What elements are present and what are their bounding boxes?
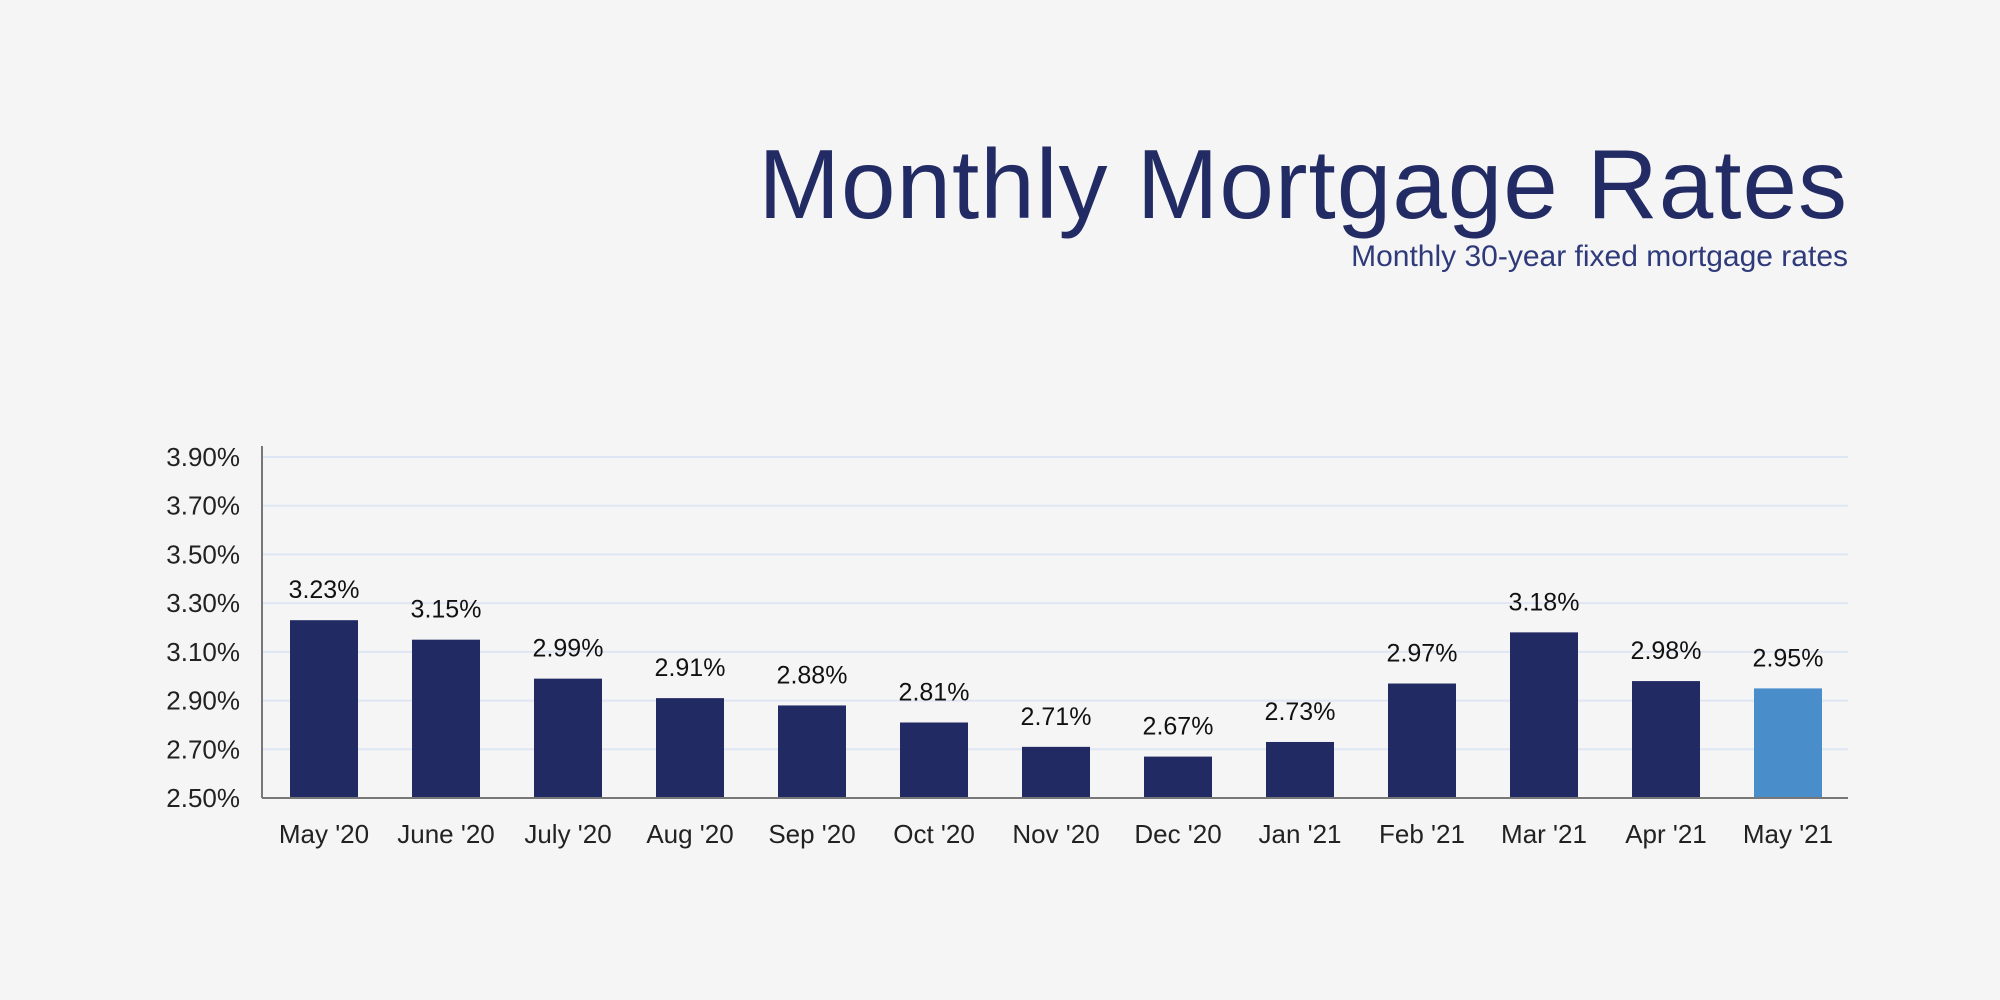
y-tick-label: 3.30% xyxy=(166,588,240,618)
bar xyxy=(1754,688,1822,798)
y-tick-label: 3.90% xyxy=(166,442,240,472)
y-tick-label: 3.50% xyxy=(166,539,240,569)
x-tick-label: May '21 xyxy=(1743,819,1833,849)
y-tick-label: 3.10% xyxy=(166,637,240,667)
bar xyxy=(1510,632,1578,798)
data-label: 2.81% xyxy=(899,678,970,706)
x-tick-label: Nov '20 xyxy=(1012,819,1099,849)
chart-title: Monthly Mortgage Rates xyxy=(758,129,1848,239)
data-label: 3.18% xyxy=(1509,588,1580,616)
data-label: 2.97% xyxy=(1387,640,1458,668)
x-tick-label: Aug '20 xyxy=(646,819,733,849)
chart-subtitle: Monthly 30-year fixed mortgage rates xyxy=(1351,240,1848,273)
bar xyxy=(778,705,846,798)
x-tick-label: Dec '20 xyxy=(1134,819,1221,849)
bar xyxy=(900,722,968,798)
bar xyxy=(1388,683,1456,798)
data-label: 2.67% xyxy=(1143,713,1214,741)
x-tick-label: Sep '20 xyxy=(768,819,855,849)
x-tick-label: Mar '21 xyxy=(1501,819,1587,849)
data-label: 2.91% xyxy=(655,654,726,682)
data-label: 2.71% xyxy=(1021,703,1092,731)
y-tick-label: 2.50% xyxy=(166,783,240,813)
x-tick-label: Feb '21 xyxy=(1379,819,1465,849)
bar xyxy=(1022,746,1090,798)
bar xyxy=(656,698,724,798)
x-tick-label: Jan '21 xyxy=(1258,819,1341,849)
x-tick-label: May '20 xyxy=(279,819,369,849)
data-label: 3.15% xyxy=(411,596,482,624)
data-label: 2.99% xyxy=(533,635,604,663)
bar xyxy=(534,678,602,798)
bar xyxy=(1144,756,1212,798)
x-tick-label: July '20 xyxy=(524,819,611,849)
bar xyxy=(1266,741,1334,798)
x-tick-label: June '20 xyxy=(397,819,495,849)
x-tick-label: Oct '20 xyxy=(893,819,975,849)
y-tick-label: 3.70% xyxy=(166,491,240,521)
bar xyxy=(412,639,480,798)
bar xyxy=(1632,681,1700,798)
data-label: 2.98% xyxy=(1631,637,1702,665)
data-label: 2.95% xyxy=(1753,644,1824,672)
data-label: 2.73% xyxy=(1265,698,1336,726)
x-tick-label: Apr '21 xyxy=(1625,819,1707,849)
y-tick-label: 2.70% xyxy=(166,734,240,764)
bar xyxy=(290,620,358,798)
data-label: 2.88% xyxy=(777,661,848,689)
y-tick-label: 2.90% xyxy=(166,686,240,716)
data-label: 3.23% xyxy=(289,576,360,604)
